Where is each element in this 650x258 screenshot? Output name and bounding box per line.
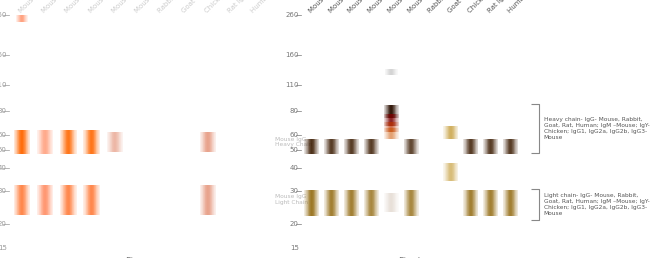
Text: Mouse IgG3: Mouse IgG3 <box>387 0 421 14</box>
Text: Mouse IgG1: Mouse IgG1 <box>328 0 361 14</box>
Text: Light chain- IgG- Mouse, Rabbit,
Goat, Rat, Human; IgM –Mouse; IgY-
Chicken; IgG: Light chain- IgG- Mouse, Rabbit, Goat, R… <box>544 193 649 216</box>
Text: Fig. b: Fig. b <box>399 257 423 258</box>
Text: Mouse IgG
Heavy Chain: Mouse IgG Heavy Chain <box>276 136 313 147</box>
Text: Heavy chain- IgG- Mouse, Rabbit,
Goat, Rat, Human; IgM –Mouse; IgY-
Chicken; IgG: Heavy chain- IgG- Mouse, Rabbit, Goat, R… <box>544 117 649 140</box>
Text: Fig. a: Fig. a <box>126 257 150 258</box>
Text: 20: 20 <box>0 221 6 227</box>
Text: Mouse IgG
Light Chain: Mouse IgG Light Chain <box>276 195 308 205</box>
Text: Human IgG: Human IgG <box>506 0 538 14</box>
Text: Mouse IgG2a: Mouse IgG2a <box>64 0 100 14</box>
Text: 80: 80 <box>290 108 299 114</box>
Text: Chicken IgY: Chicken IgY <box>203 0 237 14</box>
Text: 40: 40 <box>0 165 6 171</box>
Text: Mouse IgM: Mouse IgM <box>134 0 164 14</box>
Text: 160: 160 <box>0 52 6 58</box>
Text: 40: 40 <box>290 165 299 171</box>
Text: 20: 20 <box>290 221 299 227</box>
Text: Goat IgG: Goat IgG <box>181 0 206 14</box>
Text: Rat IgG: Rat IgG <box>486 0 509 14</box>
Text: Rabbit IgG: Rabbit IgG <box>427 0 457 14</box>
Text: 60: 60 <box>0 132 6 138</box>
Text: 15: 15 <box>290 245 299 251</box>
Text: 260: 260 <box>0 12 6 19</box>
Text: Rabbit IgG: Rabbit IgG <box>157 0 187 14</box>
Text: 50: 50 <box>0 147 6 153</box>
Text: 260: 260 <box>285 12 299 19</box>
Text: 15: 15 <box>0 245 6 251</box>
Text: Mouse IgG2b: Mouse IgG2b <box>367 0 404 14</box>
Text: Mouse IgG2a: Mouse IgG2a <box>347 0 384 14</box>
Text: Mouse IgG: Mouse IgG <box>18 0 47 14</box>
Text: Goat IgG: Goat IgG <box>447 0 473 14</box>
Text: Human IgG: Human IgG <box>250 0 282 14</box>
Text: Mouse IgG: Mouse IgG <box>307 0 337 14</box>
Text: Mouse IgG3: Mouse IgG3 <box>111 0 144 14</box>
Text: Mouse IgM: Mouse IgM <box>407 0 437 14</box>
Text: Chicken IgY: Chicken IgY <box>467 0 500 14</box>
Text: 30: 30 <box>0 188 6 194</box>
Text: 60: 60 <box>290 132 299 138</box>
Text: 160: 160 <box>285 52 299 58</box>
Text: Mouse IgG1: Mouse IgG1 <box>41 0 74 14</box>
Text: 30: 30 <box>290 188 299 194</box>
Text: 80: 80 <box>0 108 6 114</box>
Text: 110: 110 <box>285 83 299 88</box>
Text: 50: 50 <box>290 147 299 153</box>
Text: Rat IgG: Rat IgG <box>227 0 249 14</box>
Text: 110: 110 <box>0 83 6 88</box>
Text: Mouse IgG2b: Mouse IgG2b <box>87 0 124 14</box>
